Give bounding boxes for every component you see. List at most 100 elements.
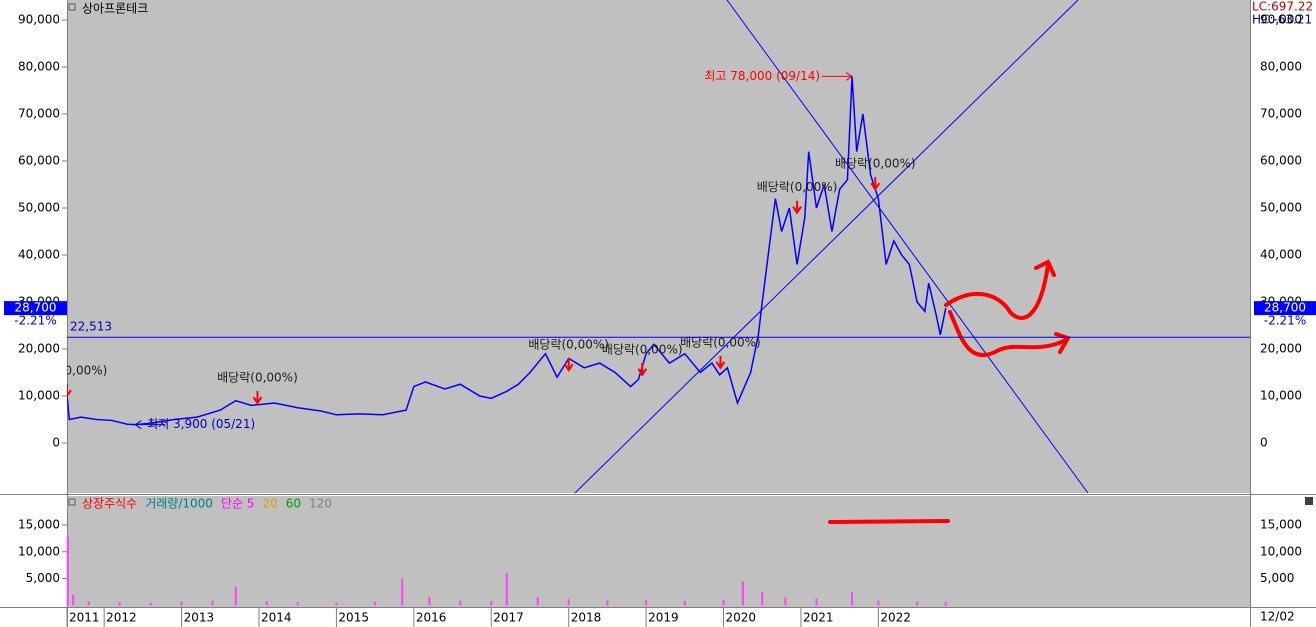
x-tick-label: 2013 (184, 611, 215, 625)
legend-entry: 20 (262, 497, 277, 511)
x-tick-label: 2015 (338, 611, 369, 625)
volume-bar (505, 573, 508, 606)
y-tick-label-right: 60,000 (1260, 154, 1302, 168)
y-tick-label: 10,000 (18, 388, 60, 402)
dividend-label: 배당락(0,00%) (27, 363, 108, 377)
dividend-label: 배당락(0,00%) (680, 335, 761, 349)
legend-entry: 상장주식수 (82, 497, 137, 511)
change: -2.21% (14, 314, 56, 328)
legend-entry: 거래량/1000 (145, 497, 213, 511)
last-price: 28,700 (1264, 301, 1306, 315)
hc-label: HC:-63.21 (1252, 13, 1312, 27)
volume-panel (67, 496, 1250, 607)
x-tick-label: 2017 (493, 611, 524, 625)
volume-bar (683, 601, 686, 606)
volume-bar (87, 601, 90, 606)
date-label: 12/02 (1260, 610, 1295, 624)
dividend-label: 배당락(0,00%) (757, 180, 838, 194)
volume-bar (118, 602, 121, 606)
y-tick-label: 40,000 (18, 248, 60, 262)
x-tick-label: 2022 (880, 611, 911, 625)
dividend-arrow (870, 177, 881, 192)
hand-drawn-arrows (828, 259, 1071, 524)
y-tick-label-right: 0 (1260, 435, 1268, 449)
last-price-box (1254, 301, 1316, 316)
volume-bar (66, 535, 69, 606)
legend-entry: 60 (286, 497, 301, 511)
high-label: 최고 78,000 (09/14) (704, 69, 820, 83)
y-tick-label: 0 (52, 435, 60, 449)
x-tick-label: 2021 (803, 611, 834, 625)
volume-bar (211, 600, 214, 606)
dividend-arrow (252, 391, 263, 405)
volume-bar (761, 591, 764, 606)
y-tick-label: 50,000 (18, 201, 60, 215)
y-tick-label-right: 40,000 (1260, 248, 1302, 262)
dividend-arrow (563, 358, 574, 372)
chart-title: 상아프론테크 (82, 2, 148, 16)
y-tick-label-right: 90,000 (1260, 13, 1302, 27)
y-tick-label: 90,000 (18, 13, 60, 27)
y-tick-label: 80,000 (18, 60, 60, 74)
volume-bar (944, 602, 947, 606)
icon (68, 3, 76, 11)
volume-bar (567, 598, 570, 606)
last-price: 28,700 (15, 301, 57, 315)
volume-bar (265, 601, 268, 606)
y-tick-label-right: 15,000 (1260, 517, 1302, 531)
arrow-down (948, 310, 1068, 358)
volume-bar (784, 597, 787, 606)
dividend-label: 배당락(0,00%) (602, 342, 683, 356)
y-tick-label-right: 10,000 (1260, 544, 1302, 558)
trend-line (726, 0, 1089, 493)
legend-entry: 단순 5 (221, 497, 255, 511)
x-tick-label: 2018 (571, 611, 602, 625)
y-tick-label-right: 80,000 (1260, 60, 1302, 74)
change: -2.21% (1264, 314, 1306, 328)
arrow-head (1034, 259, 1056, 277)
low-arrow (134, 420, 166, 430)
volume-bar (815, 598, 818, 606)
volume-bar (459, 600, 462, 606)
volume-bar (645, 600, 648, 606)
close-button[interactable] (1305, 497, 1313, 505)
arrow-up (944, 263, 1050, 320)
price-line (67, 76, 947, 426)
y-tick-label-right: 5,000 (1260, 571, 1294, 585)
y-tick-label-right: 50,000 (1260, 201, 1302, 215)
dividend-label: 배당락(0,00%) (835, 157, 916, 171)
x-tick-label: 2016 (416, 611, 447, 625)
y-tick-label: 70,000 (18, 107, 60, 121)
x-tick-label: 2020 (726, 611, 757, 625)
x-tick-label: 2012 (106, 611, 137, 625)
y-tick-label: 60,000 (18, 154, 60, 168)
dividend-label: 배당락(0,00%) (528, 338, 609, 352)
mark-line (828, 519, 950, 524)
volume-bar (428, 597, 431, 606)
icon (68, 498, 76, 506)
volume-bar (401, 578, 404, 606)
volume-bar (877, 600, 880, 606)
volume-bar (722, 599, 725, 606)
dividend-label: 배당락(0,00%) (217, 371, 298, 385)
y-tick-label: 15,000 (18, 517, 60, 531)
dividend-arrow (715, 355, 726, 370)
trend-line (574, 0, 1079, 493)
horizontal-line-label: 22,513 (70, 320, 112, 334)
last-price-box (4, 301, 67, 316)
y-tick-label-right: 20,000 (1260, 342, 1302, 356)
lc-label: LC:697.22 (1252, 0, 1313, 14)
volume-bar (72, 594, 75, 606)
y-tick-label: 10,000 (18, 544, 60, 558)
arrow-head (1054, 332, 1071, 354)
dividend-arrow (637, 362, 648, 377)
y-tick-label-right: 70,000 (1260, 107, 1302, 121)
volume-bar (335, 602, 338, 606)
volume-bar (741, 581, 744, 606)
low-label: 최저 3,900 (05/21) (147, 417, 255, 431)
volume-bar (490, 601, 493, 606)
trend-lines: 배당락(0,00%)배당락(0,00%)배당락(0,00%)배당락(0,00%)… (27, 0, 1089, 493)
volume-bar (606, 600, 609, 606)
y-tick-label: 20,000 (18, 342, 60, 356)
volume-bar (851, 591, 854, 606)
